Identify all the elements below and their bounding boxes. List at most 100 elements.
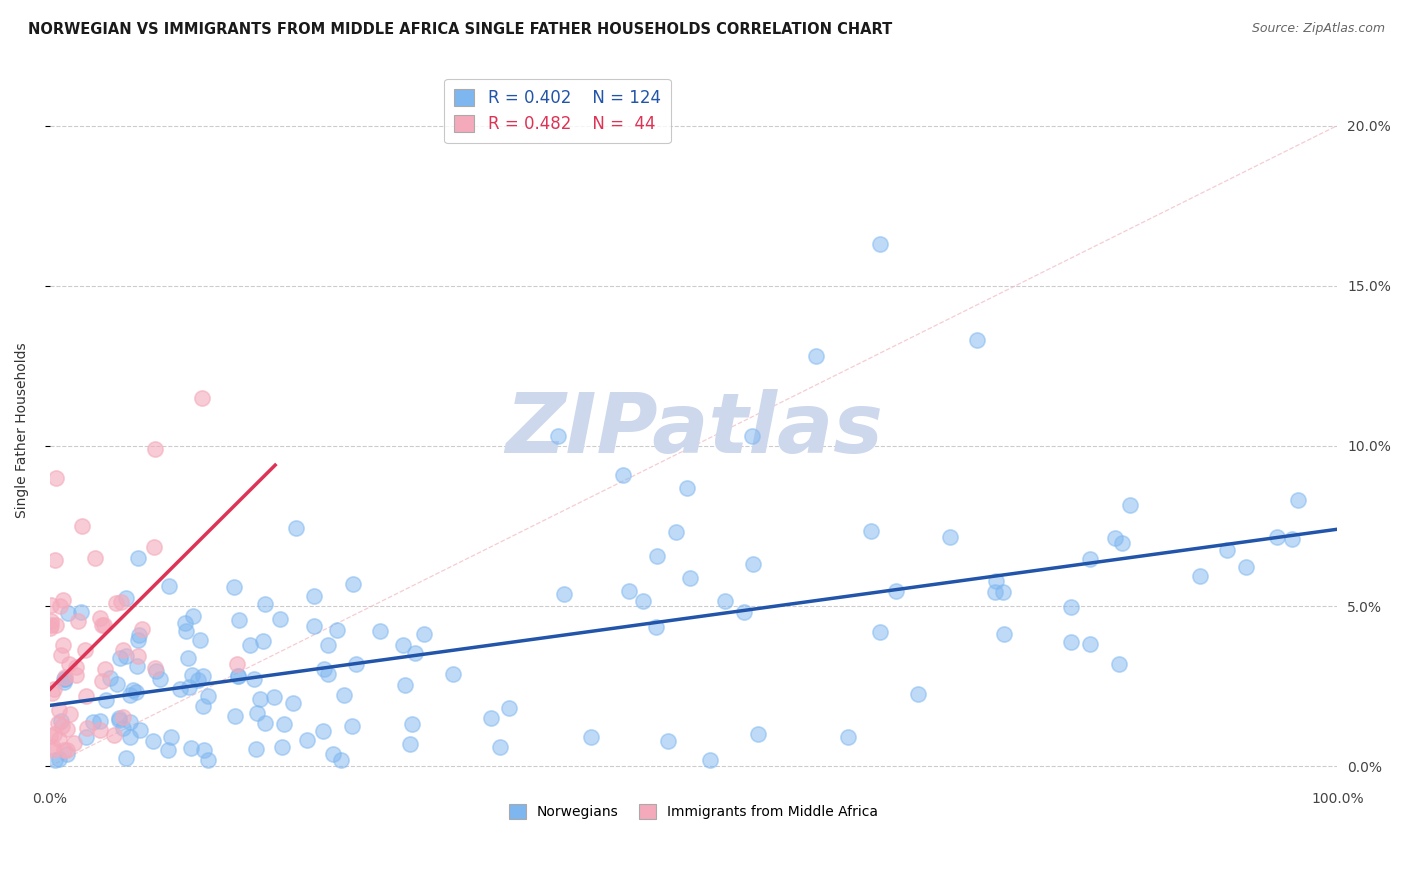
Point [322,747,344,761]
Point [676,481,699,495]
Point [111,721,134,735]
Point [269,612,291,626]
Point [742,557,765,571]
Point [285,521,308,535]
Point [41,739,63,754]
Point [679,571,702,585]
Point [55,747,77,761]
Point [39,614,62,628]
Point [70,519,93,533]
Point [98,671,121,685]
Point [252,634,274,648]
Point [89,723,111,738]
Point [612,467,634,482]
Point [239,638,262,652]
Point [297,733,319,747]
Point [489,740,512,755]
Point [329,753,352,767]
Point [226,669,249,683]
Point [645,549,668,563]
Point [44,553,66,567]
Point [404,646,426,660]
Point [804,349,827,363]
Point [281,697,304,711]
Point [94,661,117,675]
Point [128,723,150,738]
Point [39,618,62,632]
Y-axis label: Single Father Households: Single Father Households [15,342,30,517]
Point [984,574,1007,589]
Point [65,660,87,674]
Point [53,670,76,684]
Point [193,743,215,757]
Point [110,595,132,609]
Point [333,688,356,702]
Point [44,682,66,697]
Point [342,577,364,591]
Point [52,743,75,757]
Point [91,617,114,632]
Point [108,711,131,725]
Point [884,584,907,599]
Point [128,628,150,642]
Point [42,743,65,757]
Point [69,605,91,619]
Point [837,731,859,745]
Point [938,530,960,544]
Point [197,690,219,704]
Point [665,525,688,540]
Point [224,709,246,723]
Point [193,699,215,714]
Point [93,617,115,632]
Point [83,551,105,566]
Point [82,714,104,729]
Point [1234,560,1257,574]
Point [180,741,202,756]
Point [149,672,172,686]
Point [75,689,97,703]
Point [145,665,167,679]
Text: Source: ZipAtlas.com: Source: ZipAtlas.com [1251,22,1385,36]
Point [966,333,988,347]
Point [249,692,271,706]
Point [197,753,219,767]
Point [56,723,79,737]
Point [127,551,149,566]
Text: ZIPatlas: ZIPatlas [505,390,883,470]
Point [246,706,269,720]
Point [177,651,200,665]
Point [1111,536,1133,550]
Point [91,673,114,688]
Point [39,621,62,635]
Point [41,686,63,700]
Point [53,673,76,687]
Point [340,719,363,733]
Point [312,662,335,676]
Point [89,611,111,625]
Point [142,733,165,747]
Point [56,606,79,620]
Point [498,700,520,714]
Point [869,625,891,640]
Point [193,669,215,683]
Point [326,623,349,637]
Point [105,676,128,690]
Point [547,429,569,443]
Point [907,687,929,701]
Point [222,580,245,594]
Point [55,743,77,757]
Point [114,751,136,765]
Point [413,626,436,640]
Point [143,661,166,675]
Point [52,638,75,652]
Point [103,728,125,742]
Point [1265,530,1288,544]
Point [120,715,142,730]
Point [157,743,180,757]
Point [59,706,82,721]
Point [441,667,464,681]
Point [394,678,416,692]
Point [859,524,882,538]
Legend: Norwegians, Immigrants from Middle Africa: Norwegians, Immigrants from Middle Afric… [503,799,884,825]
Point [181,667,204,681]
